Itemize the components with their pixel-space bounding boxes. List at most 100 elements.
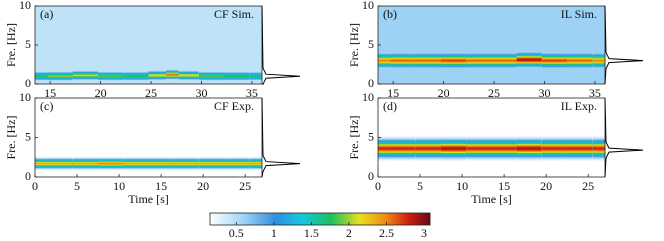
colorbar-swatch [336, 213, 339, 225]
colorbar-swatch [346, 213, 349, 225]
colorbar-swatch [428, 213, 431, 225]
heat-cell [567, 60, 593, 62]
colorbar-swatch [426, 213, 429, 225]
colorbar-swatch [380, 213, 383, 225]
colorbar-swatch [276, 213, 279, 225]
heat-cell [441, 60, 467, 62]
colorbar-swatch [404, 213, 407, 225]
heat-cell [173, 163, 200, 165]
y-tick-label: 5 [25, 129, 31, 143]
colorbar-swatch [372, 213, 375, 225]
colorbar-frame [209, 212, 431, 226]
heat-cell [592, 60, 605, 62]
colorbar-swatch [384, 213, 387, 225]
colorbar-swatch [360, 213, 363, 225]
colorbar-swatch [306, 213, 309, 225]
heat-cell [567, 148, 593, 150]
colorbar-swatch [242, 213, 245, 225]
colorbar-swatch [292, 213, 295, 225]
heat-cell [541, 148, 568, 150]
colorbar-swatch [258, 213, 261, 225]
colorbar-tick-label: 0.5 [229, 226, 244, 240]
colorbar-tick-label: 1 [271, 226, 277, 240]
heat-cell [249, 163, 262, 165]
heat-cell [378, 60, 392, 62]
colorbar-swatch [288, 213, 291, 225]
colorbar-swatch [330, 213, 333, 225]
x-tick-label: 15 [44, 86, 56, 100]
heat-cell [491, 148, 518, 150]
heat-cell [224, 163, 250, 165]
colorbar-swatch [228, 213, 231, 225]
colorbar-swatch [248, 213, 251, 225]
heat-cell [224, 76, 250, 77]
colorbar-swatch [254, 213, 257, 225]
colorbar-swatch [370, 213, 373, 225]
colorbar-swatch [324, 213, 327, 225]
y-tick-label: 10 [362, 0, 374, 12]
heat-cell [98, 163, 124, 165]
colorbar-swatch [358, 213, 361, 225]
heat-cell [466, 148, 492, 150]
x-tick-label: 20 [197, 179, 209, 193]
colorbar-swatch [420, 213, 423, 225]
heat-cell [47, 163, 74, 165]
x-axis-label: Time [s] [128, 192, 169, 206]
colorbar-swatch [424, 213, 427, 225]
colorbar-swatch [304, 213, 307, 225]
colorbar-swatch [224, 213, 227, 225]
x-tick-label: 35 [589, 86, 601, 100]
x-tick-label: 35 [246, 86, 258, 100]
colorbar-swatch [286, 213, 289, 225]
x-tick-label: 25 [145, 86, 157, 100]
colorbar-tick-label: 3 [421, 226, 427, 240]
heatmap [378, 98, 605, 177]
panel-title: CF Exp. [214, 99, 254, 113]
panel-title: IL Sim. [561, 7, 597, 21]
heat-cell [35, 163, 49, 165]
colorbar-swatch [396, 213, 399, 225]
colorbar-swatch [214, 213, 217, 225]
colorbar-swatch [340, 213, 343, 225]
colorbar-swatch [296, 213, 299, 225]
colorbar-swatch [246, 213, 249, 225]
heat-cell [390, 148, 417, 150]
x-tick-label: 25 [239, 179, 251, 193]
heat-cell [441, 148, 467, 150]
y-tick-label: 0 [368, 169, 374, 183]
heat-cell [541, 60, 568, 62]
colorbar-swatch [354, 213, 357, 225]
colorbar-swatch [392, 213, 395, 225]
colorbar-swatch [232, 213, 235, 225]
colorbar-swatch [300, 213, 303, 225]
colorbar-swatch [216, 213, 219, 225]
heat-cell [249, 163, 262, 165]
heat-cell [173, 163, 200, 165]
colorbar-swatch [342, 213, 345, 225]
colorbar-swatch [402, 213, 405, 225]
colorbar-swatch [280, 213, 283, 225]
colorbar-swatch [230, 213, 233, 225]
colorbar-swatch [290, 213, 293, 225]
heat-cell [166, 74, 180, 76]
y-axis-label: Fre. [Hz] [4, 116, 18, 160]
colorbar-swatch [414, 213, 417, 225]
spectrum [604, 5, 644, 85]
heat-cell [516, 59, 543, 61]
heat-cell [35, 76, 49, 77]
heat-cell [98, 163, 124, 165]
y-tick-label: 10 [19, 90, 31, 104]
colorbar-swatch [332, 213, 335, 225]
colorbar-swatch [218, 213, 221, 225]
heat-cell [198, 163, 225, 165]
colorbar-swatch [334, 213, 337, 225]
heat-cell [123, 76, 149, 77]
colorbar-tick-label: 2 [346, 226, 352, 240]
x-tick-label: 20 [540, 179, 552, 193]
colorbar-swatch [284, 213, 287, 225]
y-tick-label: 10 [19, 0, 31, 12]
x-tick-label: 25 [488, 86, 500, 100]
x-axis-label: Time [s] [471, 192, 512, 206]
colorbar-swatch [344, 213, 347, 225]
colorbar-swatch [398, 213, 401, 225]
